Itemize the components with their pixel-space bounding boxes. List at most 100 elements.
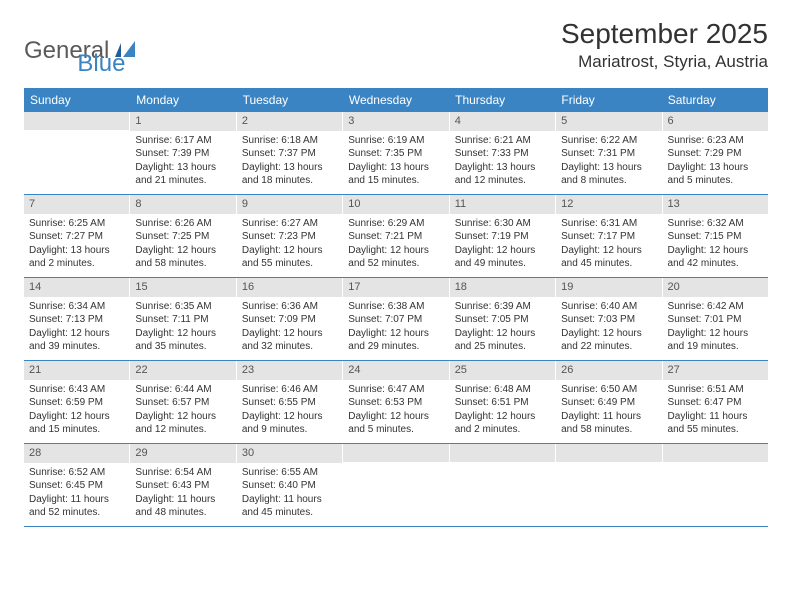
day-number: 6: [663, 112, 768, 131]
sunset-text: Sunset: 7:33 PM: [455, 147, 550, 161]
day-cell: 15Sunrise: 6:35 AMSunset: 7:11 PMDayligh…: [130, 278, 236, 360]
sunset-text: Sunset: 6:59 PM: [29, 396, 124, 410]
day-body: Sunrise: 6:55 AMSunset: 6:40 PMDaylight:…: [237, 463, 342, 525]
sunrise-text: Sunrise: 6:36 AM: [242, 300, 337, 314]
day-cell: 19Sunrise: 6:40 AMSunset: 7:03 PMDayligh…: [556, 278, 662, 360]
daylight-text: Daylight: 11 hours and 45 minutes.: [242, 493, 337, 520]
sunset-text: Sunset: 6:43 PM: [135, 479, 230, 493]
daylight-text: Daylight: 12 hours and 35 minutes.: [135, 327, 230, 354]
sunset-text: Sunset: 6:40 PM: [242, 479, 337, 493]
sunset-text: Sunset: 7:11 PM: [135, 313, 230, 327]
daylight-text: Daylight: 13 hours and 2 minutes.: [29, 244, 124, 271]
day-cell: [343, 444, 449, 526]
calendar: SundayMondayTuesdayWednesdayThursdayFrid…: [24, 88, 768, 527]
day-body: Sunrise: 6:29 AMSunset: 7:21 PMDaylight:…: [343, 214, 448, 276]
day-cell: 30Sunrise: 6:55 AMSunset: 6:40 PMDayligh…: [237, 444, 343, 526]
day-number: 9: [237, 195, 342, 214]
weekday-header: Sunday: [24, 88, 130, 112]
day-body: Sunrise: 6:31 AMSunset: 7:17 PMDaylight:…: [556, 214, 661, 276]
sunset-text: Sunset: 6:47 PM: [668, 396, 763, 410]
sunset-text: Sunset: 6:51 PM: [455, 396, 550, 410]
daylight-text: Daylight: 12 hours and 9 minutes.: [242, 410, 337, 437]
sunset-text: Sunset: 7:31 PM: [561, 147, 656, 161]
day-number: 25: [450, 361, 555, 380]
day-cell: 11Sunrise: 6:30 AMSunset: 7:19 PMDayligh…: [450, 195, 556, 277]
day-number: [24, 112, 129, 130]
day-cell: 23Sunrise: 6:46 AMSunset: 6:55 PMDayligh…: [237, 361, 343, 443]
brand-part2: Blue: [77, 50, 125, 78]
sunrise-text: Sunrise: 6:39 AM: [455, 300, 550, 314]
day-number: 16: [237, 278, 342, 297]
day-body: Sunrise: 6:32 AMSunset: 7:15 PMDaylight:…: [663, 214, 768, 276]
title-block: September 2025 Mariatrost, Styria, Austr…: [561, 18, 768, 72]
sunset-text: Sunset: 7:01 PM: [668, 313, 763, 327]
sunset-text: Sunset: 6:57 PM: [135, 396, 230, 410]
weekday-header: Saturday: [662, 88, 768, 112]
sunrise-text: Sunrise: 6:35 AM: [135, 300, 230, 314]
sunrise-text: Sunrise: 6:54 AM: [135, 466, 230, 480]
day-cell: 2Sunrise: 6:18 AMSunset: 7:37 PMDaylight…: [237, 112, 343, 194]
week-row: 7Sunrise: 6:25 AMSunset: 7:27 PMDaylight…: [24, 195, 768, 278]
sunrise-text: Sunrise: 6:51 AM: [668, 383, 763, 397]
day-cell: 12Sunrise: 6:31 AMSunset: 7:17 PMDayligh…: [556, 195, 662, 277]
weekday-header-row: SundayMondayTuesdayWednesdayThursdayFrid…: [24, 88, 768, 112]
day-cell: 4Sunrise: 6:21 AMSunset: 7:33 PMDaylight…: [450, 112, 556, 194]
sunrise-text: Sunrise: 6:19 AM: [348, 134, 443, 148]
day-body: Sunrise: 6:43 AMSunset: 6:59 PMDaylight:…: [24, 380, 129, 442]
day-cell: 29Sunrise: 6:54 AMSunset: 6:43 PMDayligh…: [130, 444, 236, 526]
day-body: Sunrise: 6:50 AMSunset: 6:49 PMDaylight:…: [556, 380, 661, 442]
day-cell: 13Sunrise: 6:32 AMSunset: 7:15 PMDayligh…: [663, 195, 768, 277]
day-body: Sunrise: 6:18 AMSunset: 7:37 PMDaylight:…: [237, 131, 342, 193]
sunrise-text: Sunrise: 6:40 AM: [561, 300, 656, 314]
sunrise-text: Sunrise: 6:30 AM: [455, 217, 550, 231]
day-cell: 24Sunrise: 6:47 AMSunset: 6:53 PMDayligh…: [343, 361, 449, 443]
day-body: Sunrise: 6:35 AMSunset: 7:11 PMDaylight:…: [130, 297, 235, 359]
daylight-text: Daylight: 12 hours and 25 minutes.: [455, 327, 550, 354]
day-number: 10: [343, 195, 448, 214]
sunset-text: Sunset: 6:55 PM: [242, 396, 337, 410]
day-body: Sunrise: 6:22 AMSunset: 7:31 PMDaylight:…: [556, 131, 661, 193]
day-number: 30: [237, 444, 342, 463]
day-number: 18: [450, 278, 555, 297]
day-body: Sunrise: 6:47 AMSunset: 6:53 PMDaylight:…: [343, 380, 448, 442]
day-number: 13: [663, 195, 768, 214]
sunset-text: Sunset: 6:53 PM: [348, 396, 443, 410]
day-number: 19: [556, 278, 661, 297]
sunset-text: Sunset: 7:25 PM: [135, 230, 230, 244]
daylight-text: Daylight: 12 hours and 52 minutes.: [348, 244, 443, 271]
day-cell: 1Sunrise: 6:17 AMSunset: 7:39 PMDaylight…: [130, 112, 236, 194]
day-body: Sunrise: 6:40 AMSunset: 7:03 PMDaylight:…: [556, 297, 661, 359]
daylight-text: Daylight: 11 hours and 52 minutes.: [29, 493, 124, 520]
day-body: Sunrise: 6:42 AMSunset: 7:01 PMDaylight:…: [663, 297, 768, 359]
day-number: 11: [450, 195, 555, 214]
day-body: Sunrise: 6:34 AMSunset: 7:13 PMDaylight:…: [24, 297, 129, 359]
day-body: Sunrise: 6:26 AMSunset: 7:25 PMDaylight:…: [130, 214, 235, 276]
day-cell: [450, 444, 556, 526]
sunrise-text: Sunrise: 6:23 AM: [668, 134, 763, 148]
sunrise-text: Sunrise: 6:26 AM: [135, 217, 230, 231]
sunrise-text: Sunrise: 6:52 AM: [29, 466, 124, 480]
day-number: 7: [24, 195, 129, 214]
day-number: 8: [130, 195, 235, 214]
day-body: Sunrise: 6:30 AMSunset: 7:19 PMDaylight:…: [450, 214, 555, 276]
daylight-text: Daylight: 12 hours and 42 minutes.: [668, 244, 763, 271]
day-cell: [556, 444, 662, 526]
day-number: 23: [237, 361, 342, 380]
day-number: 14: [24, 278, 129, 297]
day-body: Sunrise: 6:51 AMSunset: 6:47 PMDaylight:…: [663, 380, 768, 442]
daylight-text: Daylight: 13 hours and 8 minutes.: [561, 161, 656, 188]
weekday-header: Monday: [130, 88, 236, 112]
day-body: Sunrise: 6:23 AMSunset: 7:29 PMDaylight:…: [663, 131, 768, 193]
sunset-text: Sunset: 7:21 PM: [348, 230, 443, 244]
day-number: 17: [343, 278, 448, 297]
day-number: 26: [556, 361, 661, 380]
day-number: [343, 444, 448, 462]
daylight-text: Daylight: 12 hours and 49 minutes.: [455, 244, 550, 271]
daylight-text: Daylight: 13 hours and 21 minutes.: [135, 161, 230, 188]
sunrise-text: Sunrise: 6:27 AM: [242, 217, 337, 231]
day-cell: 10Sunrise: 6:29 AMSunset: 7:21 PMDayligh…: [343, 195, 449, 277]
day-cell: 17Sunrise: 6:38 AMSunset: 7:07 PMDayligh…: [343, 278, 449, 360]
daylight-text: Daylight: 11 hours and 55 minutes.: [668, 410, 763, 437]
day-cell: [663, 444, 768, 526]
sunrise-text: Sunrise: 6:43 AM: [29, 383, 124, 397]
